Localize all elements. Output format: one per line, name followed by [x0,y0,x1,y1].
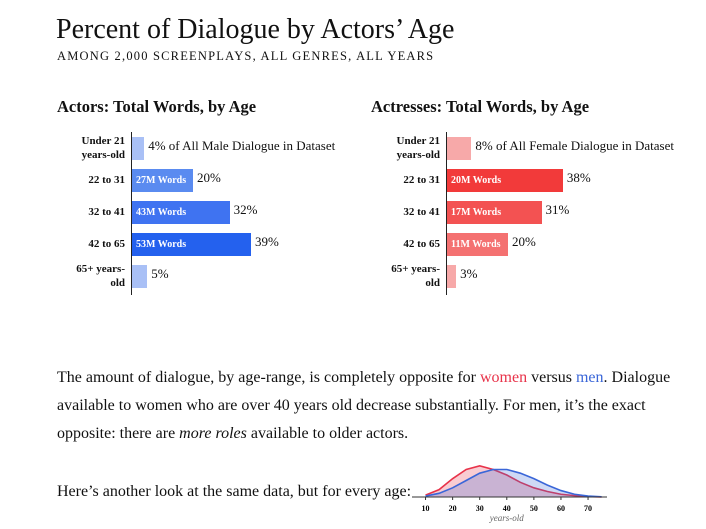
men-word: men [575,369,604,386]
category-label: Under 21 years-old [81,135,126,161]
category-label: 42 to 65 [88,238,125,250]
age-chart: 10 20 30 40 50 60 70 years-old [412,465,607,523]
value-label: 8% of All Female Dialogue in Dataset [475,138,674,153]
x-tick-label: 50 [530,504,538,513]
lead-text: Here’s another look at the same data, bu… [57,483,412,500]
bar: 43M Words [132,200,230,224]
women-word: women [479,369,528,386]
x-tick-label: 70 [584,504,592,513]
emphasis: more roles [179,425,247,442]
bar-label: 53M Words [136,238,187,250]
line [425,468,602,498]
x-tick-label: 60 [557,504,565,513]
area [425,465,602,497]
category-label: 65+ years-old [76,263,125,289]
text: available to older actors. [246,425,409,442]
x-tick-label: 40 [503,504,511,513]
category-label: Under 21 years-old [396,135,441,161]
bar-label: 17M Words [451,206,502,218]
paragraph: The amount of dialogue, by age-range, is… [57,364,677,448]
axis-line [446,132,447,295]
bar [132,264,148,288]
x-tick-label: 20 [449,504,457,513]
value-label: 39% [254,234,279,249]
bar [447,136,472,160]
bar: 27M Words [132,168,193,192]
bar: 11M Words [447,232,508,256]
value-label: 20% [512,234,536,249]
bar: 20M Words [447,168,563,192]
area [425,469,602,497]
value-label: 38% [566,170,591,185]
page-subtitle: AMONG 2,000 SCREENPLAYS, ALL GENRES, ALL… [57,49,435,63]
bar-label: 20M Words [451,174,502,186]
value-label: 5% [151,266,169,281]
text: versus [527,369,576,386]
line [425,465,602,498]
chart-title: Actresses: Total Words, by Age [371,97,590,116]
axis-line [131,132,132,295]
bar-label: 27M Words [136,174,187,186]
bar-label: 43M Words [136,206,187,218]
text: The amount of dialogue, by age-range, is… [57,369,480,386]
bar-label: 11M Words [451,238,501,250]
category-label: 32 to 41 [88,206,125,218]
category-label: 22 to 31 [88,174,125,186]
value-label: 4% of All Male Dialogue in Dataset [148,138,336,153]
bar [447,264,457,288]
category-label: 32 to 41 [403,206,440,218]
page-title: Percent of Dialogue by Actors’ Age [56,14,455,45]
x-tick-label: 30 [476,504,484,513]
value-label: 3% [460,266,478,281]
bar: 17M Words [447,200,542,224]
bar: 53M Words [132,232,251,256]
x-axis-label: years-old [489,513,524,523]
value-label: 20% [197,170,221,185]
category-label: 65+ years-old [391,263,440,289]
category-label: 42 to 65 [403,238,440,250]
category-label: 22 to 31 [403,174,440,186]
text: . Dialogue available to women who are ov… [57,369,671,442]
chart-title: Actors: Total Words, by Age [57,97,257,116]
x-tick-label: 10 [422,504,430,513]
value-label: 31% [545,202,570,217]
value-label: 32% [233,202,258,217]
bar [132,136,145,160]
